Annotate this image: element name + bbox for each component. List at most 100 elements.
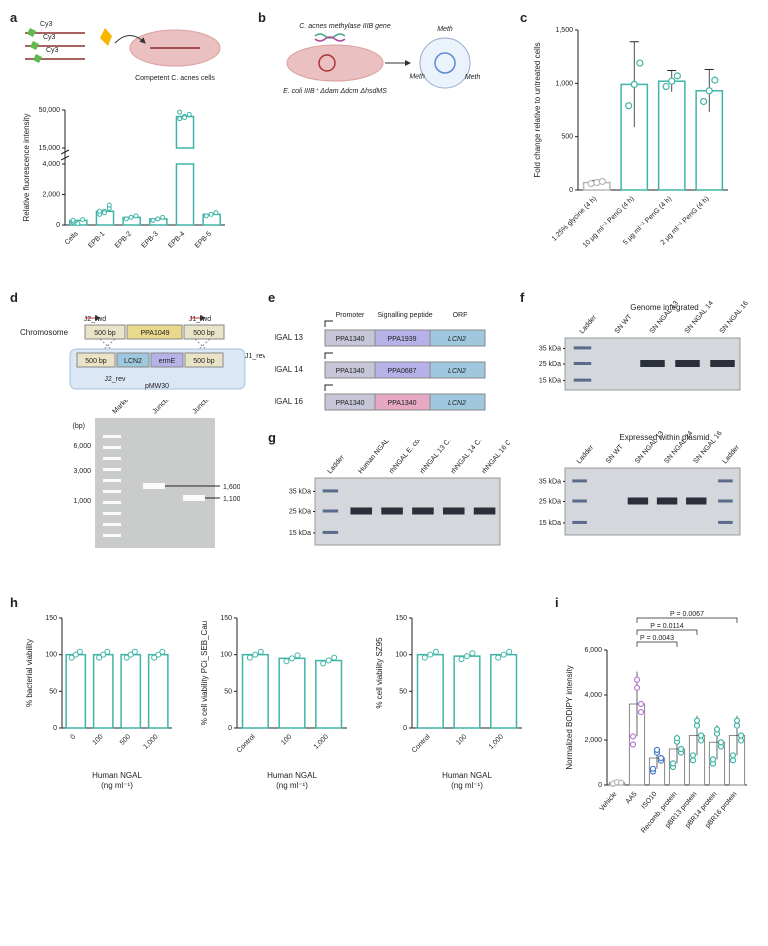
svg-text:EPB-3: EPB-3 — [140, 230, 159, 249]
svg-text:Cy3: Cy3 — [46, 47, 59, 54]
svg-text:EPB-1: EPB-1 — [87, 230, 106, 249]
svg-text:1,000: 1,000 — [73, 498, 91, 505]
svg-text:ermE: ermE — [159, 358, 176, 365]
svg-text:Ladder: Ladder — [576, 444, 596, 466]
svg-text:PPA0687: PPA0687 — [387, 368, 416, 375]
panel-label-e: e — [268, 290, 275, 305]
svg-text:J2_fwd: J2_fwd — [84, 316, 106, 323]
svg-text:NGAL 14: NGAL 14 — [275, 365, 304, 374]
svg-text:Cells: Cells — [64, 230, 80, 246]
svg-text:NGAL 16: NGAL 16 — [275, 397, 304, 406]
svg-text:Ladder: Ladder — [327, 454, 347, 476]
svg-text:Cy3: Cy3 — [40, 21, 53, 28]
svg-text:2,000: 2,000 — [584, 737, 602, 744]
svg-text:100: 100 — [280, 733, 293, 746]
svg-text:Promoter: Promoter — [336, 312, 365, 319]
svg-text:SN NGAL 16: SN NGAL 16 — [719, 300, 750, 335]
svg-text:PPA1049: PPA1049 — [140, 330, 169, 337]
panel-e-constructs: PromoterSignalling peptideORFNGAL 13PPA1… — [275, 305, 505, 425]
svg-text:35 kDa: 35 kDa — [289, 488, 311, 495]
svg-text:15 kDa: 15 kDa — [539, 378, 561, 385]
svg-text:1,600: 1,600 — [223, 484, 240, 491]
svg-text:SN WT: SN WT — [614, 313, 634, 335]
svg-text:ORF: ORF — [453, 312, 468, 319]
svg-text:0: 0 — [69, 733, 77, 741]
svg-text:Ladder: Ladder — [722, 444, 742, 466]
svg-text:Meth: Meth — [465, 74, 481, 81]
svg-text:PPA1340: PPA1340 — [387, 400, 416, 407]
svg-text:C. acnes methylase IIIB gene: C. acnes methylase IIIB gene — [299, 23, 391, 30]
svg-text:100: 100 — [45, 652, 57, 659]
svg-text:Ladder: Ladder — [579, 314, 599, 336]
svg-text:Junction 2: Junction 2 — [191, 400, 219, 415]
svg-text:50: 50 — [399, 688, 407, 695]
western-blot: Genome integratedLadderSN WTSN NGAL 13SN… — [525, 300, 750, 400]
svg-text:(bp): (bp) — [73, 423, 85, 430]
svg-text:0: 0 — [598, 782, 602, 789]
svg-text:LCN2: LCN2 — [124, 358, 142, 365]
panel-label-i: i — [555, 595, 559, 610]
svg-text:100: 100 — [395, 652, 407, 659]
svg-text:500 bp: 500 bp — [193, 330, 215, 337]
svg-text:LCN2: LCN2 — [448, 336, 466, 343]
panel-h-chart-1: 050100150Control1001,000% cell viability… — [195, 610, 365, 810]
svg-text:0: 0 — [56, 222, 60, 229]
svg-text:0: 0 — [569, 187, 573, 194]
svg-text:Fold change relative to untrea: Fold change relative to untreated cells — [533, 42, 542, 177]
svg-text:PPA1340: PPA1340 — [335, 400, 364, 407]
svg-text:500 bp: 500 bp — [193, 358, 215, 365]
svg-text:1,500: 1,500 — [555, 27, 573, 34]
svg-text:Control: Control — [411, 733, 432, 754]
svg-text:Junction 1: Junction 1 — [151, 400, 179, 415]
svg-text:Vehicle: Vehicle — [599, 791, 619, 813]
svg-text:% cell viability PCi_SEB_Cau: % cell viability PCi_SEB_Cau — [200, 621, 209, 726]
svg-text:P = 0.0043: P = 0.0043 — [640, 635, 674, 642]
svg-text:(ng ml⁻¹): (ng ml⁻¹) — [451, 781, 483, 790]
svg-text:(ng ml⁻¹): (ng ml⁻¹) — [276, 781, 308, 790]
svg-text:PPA1939: PPA1939 — [387, 336, 416, 343]
svg-text:Human NGAL: Human NGAL — [267, 771, 317, 780]
svg-text:Control: Control — [236, 733, 257, 754]
svg-text:Human NGAL: Human NGAL — [442, 771, 492, 780]
panel-label-f: f — [520, 290, 524, 305]
panel-label-d: d — [10, 290, 18, 305]
svg-text:6,000: 6,000 — [73, 443, 91, 450]
panel-h-chart-0: 05010015001005001,000% bacterial viabili… — [20, 610, 190, 810]
svg-text:Signalling peptide: Signalling peptide — [377, 312, 432, 319]
svg-text:100: 100 — [455, 733, 468, 746]
svg-text:EPB-2: EPB-2 — [114, 230, 133, 249]
panel-c-chart: 05001,0001,5001.25% glycine (4 h)10 µg m… — [530, 20, 750, 265]
svg-text:(ng ml⁻¹): (ng ml⁻¹) — [101, 781, 133, 790]
svg-text:LCN2: LCN2 — [448, 400, 466, 407]
svg-text:E. coli IIIB⁺ Δdam Δdcm ΔhsdMS: E. coli IIIB⁺ Δdam Δdcm ΔhsdMS — [283, 88, 387, 95]
svg-text:4,000: 4,000 — [42, 161, 60, 168]
svg-text:1,000: 1,000 — [313, 733, 330, 750]
svg-text:150: 150 — [395, 615, 407, 622]
svg-text:6,000: 6,000 — [584, 647, 602, 654]
svg-text:Meth: Meth — [437, 26, 453, 33]
svg-text:25 kDa: 25 kDa — [539, 361, 561, 368]
svg-text:150: 150 — [220, 615, 232, 622]
panel-label-c: c — [520, 10, 527, 25]
panel-d-construct: Chromosome500 bpPPA1049500 bpJ2_fwdJ1_fw… — [15, 305, 265, 395]
svg-text:Human NGAL: Human NGAL — [357, 440, 390, 475]
svg-text:100: 100 — [220, 652, 232, 659]
svg-text:500 bp: 500 bp — [94, 330, 116, 337]
western-blot: LadderHuman NGALrhNGAL E. colirhNGAL 13 … — [275, 440, 510, 555]
svg-text:SN WT: SN WT — [605, 443, 625, 465]
svg-text:25 kDa: 25 kDa — [289, 509, 311, 516]
svg-text:Human NGAL: Human NGAL — [92, 771, 142, 780]
svg-text:Meth: Meth — [409, 74, 425, 81]
svg-text:Marker: Marker — [111, 400, 132, 415]
svg-text:25 kDa: 25 kDa — [539, 499, 561, 506]
svg-text:150: 150 — [45, 615, 57, 622]
svg-text:J1_rev: J1_rev — [245, 353, 265, 360]
svg-text:50: 50 — [224, 688, 232, 695]
panel-i-chart: 02,0004,0006,000VehicleAA5ISO10Recomb. p… — [562, 605, 762, 865]
svg-text:P = 0.0067: P = 0.0067 — [670, 611, 704, 618]
svg-text:500: 500 — [561, 134, 573, 141]
svg-text:pMW30: pMW30 — [145, 383, 169, 390]
panel-a-chart: 15,00050,00002,0004,000CellsEPB-1EPB-2EP… — [20, 105, 240, 265]
svg-text:0: 0 — [403, 725, 407, 732]
svg-text:1,000: 1,000 — [555, 80, 573, 87]
